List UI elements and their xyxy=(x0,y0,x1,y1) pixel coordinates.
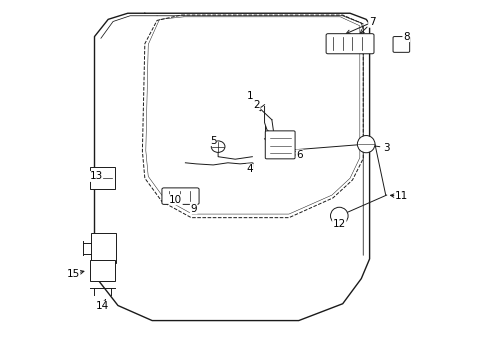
Text: 10: 10 xyxy=(169,195,182,205)
Bar xyxy=(90,167,115,189)
FancyBboxPatch shape xyxy=(265,131,295,159)
Bar xyxy=(91,233,116,264)
Text: 13: 13 xyxy=(89,171,102,181)
Text: 5: 5 xyxy=(210,136,217,145)
Text: 7: 7 xyxy=(369,17,375,27)
Text: 2: 2 xyxy=(253,100,260,110)
Text: 12: 12 xyxy=(333,219,346,229)
Bar xyxy=(90,260,115,281)
Text: 11: 11 xyxy=(395,191,408,201)
Text: 14: 14 xyxy=(96,301,109,311)
FancyBboxPatch shape xyxy=(326,34,374,54)
Text: 8: 8 xyxy=(403,32,410,41)
FancyBboxPatch shape xyxy=(393,37,410,52)
Ellipse shape xyxy=(357,135,375,153)
Text: 15: 15 xyxy=(66,269,80,279)
Text: 4: 4 xyxy=(246,164,253,174)
Ellipse shape xyxy=(331,207,348,225)
Text: 6: 6 xyxy=(296,150,303,160)
Text: 3: 3 xyxy=(383,143,390,153)
Text: 9: 9 xyxy=(191,204,197,214)
FancyBboxPatch shape xyxy=(162,188,199,204)
Text: 1: 1 xyxy=(246,91,253,101)
Ellipse shape xyxy=(211,141,225,152)
